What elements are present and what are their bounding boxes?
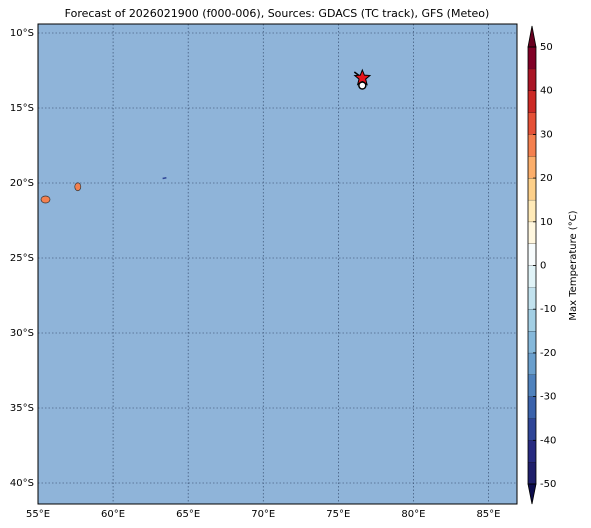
colorbar-band — [528, 309, 536, 332]
track-circle — [358, 81, 367, 90]
y-tick-label: 40°S — [10, 478, 34, 489]
chart-title: Forecast of 2026021900 (f000-006), Sourc… — [65, 7, 490, 20]
colorbar-band — [528, 90, 536, 113]
colorbar-band — [528, 221, 536, 244]
colorbar-tick-label: 0 — [540, 261, 546, 272]
y-tick-label: 35°S — [10, 403, 34, 414]
colorbar-tick-label: 50 — [540, 42, 553, 53]
x-tick-label: 75°E — [326, 509, 350, 520]
colorbar-extend-high — [527, 25, 537, 48]
colorbar-band — [528, 199, 536, 222]
colorbar-band — [528, 265, 536, 288]
colorbar-tick-label: -10 — [540, 304, 556, 315]
colorbar-band — [528, 462, 536, 484]
y-tick-label: 20°S — [10, 178, 34, 189]
colorbar-band — [528, 396, 536, 419]
island-reunion — [40, 195, 51, 204]
x-tick-label: 65°E — [176, 509, 200, 520]
colorbar-band — [528, 440, 536, 463]
map-frame — [37, 23, 518, 505]
colorbar-tick-label: -20 — [540, 348, 556, 359]
colorbar-band — [528, 287, 536, 310]
island-rodrigues — [162, 177, 167, 180]
y-tick-label: 10°S — [10, 28, 34, 39]
colorbar-band — [528, 178, 536, 200]
island-mauritius — [74, 182, 82, 192]
colorbar-band — [528, 331, 536, 353]
colorbar-band — [528, 68, 536, 91]
colorbar-band — [528, 374, 536, 397]
y-tick-label: 25°S — [10, 253, 34, 264]
colorbar-tick-label: -50 — [540, 479, 556, 490]
colorbar-band — [528, 134, 536, 157]
colorbar-label: Max Temperature (°C) — [568, 210, 579, 320]
colorbar-tick-label: -30 — [540, 392, 556, 403]
x-tick-label: 55°E — [26, 509, 50, 520]
colorbar-band — [528, 47, 536, 69]
ocean — [38, 24, 517, 504]
colorbar-tick-label: 20 — [540, 173, 553, 184]
x-tick-label: 70°E — [251, 509, 275, 520]
colorbar-tick-label: 10 — [540, 217, 553, 228]
x-tick-label: 60°E — [101, 509, 125, 520]
colorbar-extend-low — [527, 483, 537, 505]
colorbar-band — [528, 112, 536, 135]
colorbar-band — [528, 156, 536, 179]
x-tick-label: 85°E — [476, 509, 500, 520]
colorbar-tick-label: 30 — [540, 129, 553, 140]
x-tick-label: 80°E — [401, 509, 425, 520]
colorbar-band — [528, 352, 536, 375]
colorbar-band — [528, 243, 536, 266]
colorbar-tick-label: 40 — [540, 86, 553, 97]
colorbar-band — [528, 418, 536, 441]
y-tick-label: 15°S — [10, 103, 34, 114]
y-tick-label: 30°S — [10, 328, 34, 339]
colorbar-tick-label: -40 — [540, 435, 556, 446]
